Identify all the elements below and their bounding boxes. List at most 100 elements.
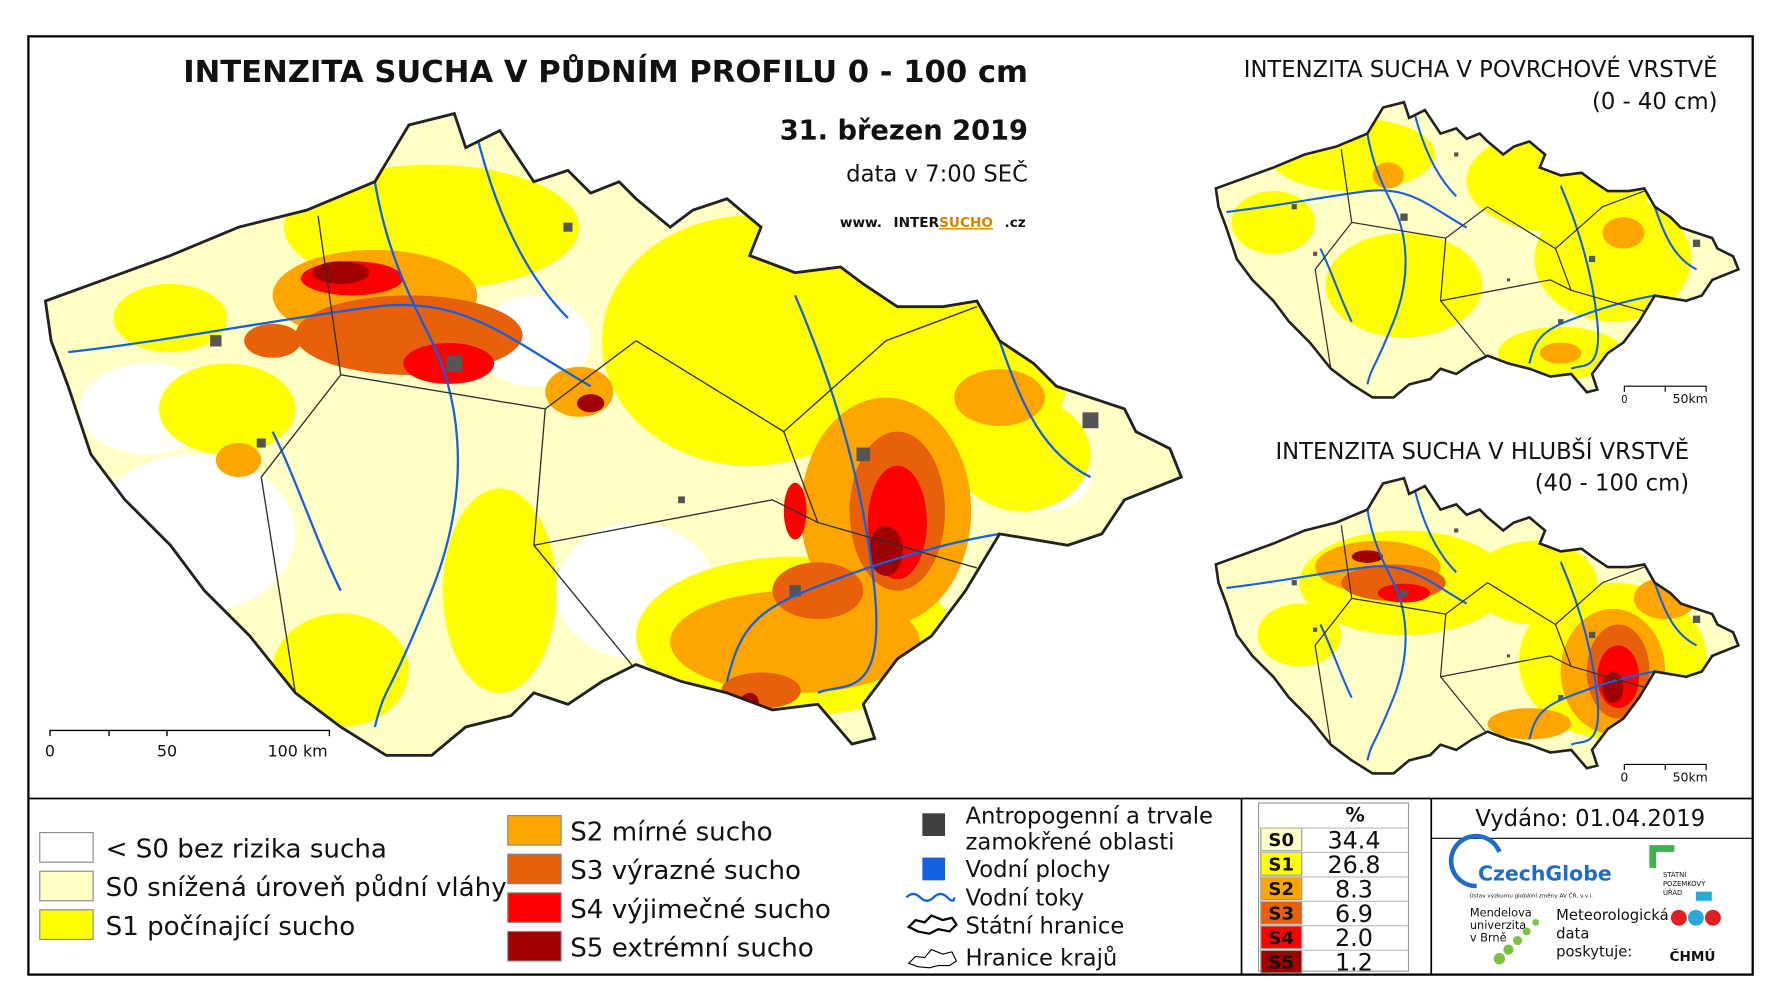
- urban-area: [856, 447, 871, 462]
- drought-area: [312, 261, 370, 284]
- czechglobe-name: CzechGlobe: [1478, 861, 1612, 885]
- urban-area: [1692, 615, 1701, 623]
- feature-label: Antropogenní a trvale: [966, 804, 1214, 830]
- drought-area: [244, 323, 302, 358]
- region-border: [533, 499, 978, 569]
- logo-part: [1695, 891, 1712, 901]
- urban-area: [1313, 251, 1318, 256]
- logo-dot: [1493, 953, 1506, 965]
- mendelu-logo: [1493, 918, 1540, 965]
- class-code: S4: [1268, 928, 1294, 949]
- spu-text: STÁTNÍ: [1663, 870, 1686, 879]
- logo-dot: [1532, 918, 1540, 926]
- river: [1319, 248, 1353, 323]
- mendelu-text: Mendelova: [1470, 906, 1532, 920]
- urban-area: [1692, 239, 1701, 247]
- spu-logo: [1649, 845, 1675, 868]
- urban-area: [1400, 589, 1408, 597]
- website-part: www.: [840, 215, 882, 231]
- website-part: .cz: [1005, 215, 1026, 231]
- drought-area: [868, 525, 904, 576]
- czechglobe-logo: [1448, 833, 1502, 889]
- feature-label: Vodní plochy: [966, 857, 1111, 883]
- chmu-name: ČHMÚ: [1669, 947, 1715, 965]
- legend-swatch: [39, 909, 94, 940]
- river: [373, 181, 459, 728]
- inset-depth: (40 - 100 cm): [1535, 471, 1689, 497]
- czechglobe-subtitle: Ústav výzkumu globální změny AV ČR, v.v.…: [1469, 892, 1593, 899]
- class-percent: 26.8: [1327, 851, 1380, 879]
- scale-label: 50km: [1673, 391, 1708, 406]
- drought-area: [772, 562, 864, 620]
- urban-area: [678, 496, 685, 504]
- state-border-icon: [906, 914, 958, 935]
- scale-bar: [1623, 385, 1707, 392]
- river: [1653, 582, 1698, 647]
- drought-area: [670, 590, 921, 693]
- logo-dot: [1522, 927, 1531, 936]
- scale-label: 0: [45, 742, 55, 761]
- drought-area: [215, 443, 262, 478]
- river: [1559, 561, 1600, 746]
- table-frame: [1258, 802, 1410, 972]
- meteo-text: data: [1556, 925, 1589, 942]
- drought-area: [113, 283, 228, 353]
- feature-label: Hranice krajů: [966, 945, 1118, 972]
- main-title: INTENZITA SUCHA V PŮDNÍM PROFILU 0 - 100…: [183, 53, 1028, 90]
- river: [1413, 488, 1457, 574]
- region-border: [1351, 206, 1488, 239]
- drought-area: [1534, 196, 1692, 322]
- issued-date: Vydáno: 01.04.2019: [1475, 806, 1705, 832]
- drought-area: [1372, 162, 1404, 189]
- urban-area: [256, 438, 266, 448]
- drought-area: [1257, 603, 1342, 667]
- class-code: S1: [1268, 855, 1294, 876]
- urban-area: [1588, 255, 1596, 263]
- legend-swatch: [507, 853, 562, 885]
- legend-label: < S0 bez rizika sucha: [106, 835, 387, 865]
- drought-area: [1471, 540, 1598, 625]
- class-percent: 6.9: [1335, 900, 1373, 928]
- region-border: [533, 408, 637, 671]
- river: [1366, 133, 1407, 385]
- website-part: INTER: [894, 215, 940, 231]
- urban-area: [1506, 278, 1511, 282]
- river: [1226, 189, 1468, 229]
- region-border: [783, 306, 978, 433]
- river: [794, 294, 878, 694]
- urban-area: [789, 584, 801, 597]
- urban-area: [1454, 528, 1459, 533]
- class-percent: 8.3: [1335, 875, 1373, 903]
- river: [68, 303, 592, 388]
- spu-text: POZEMKOVÝ: [1663, 879, 1706, 888]
- drought-area: [954, 397, 1091, 512]
- river: [1226, 565, 1468, 605]
- region-border: [1440, 279, 1645, 312]
- anthropogenic-icon: [922, 813, 946, 837]
- mendelu-text: v Brně: [1470, 931, 1507, 945]
- legend-label: S5 extrémní sucho: [570, 933, 814, 963]
- inset-depth: (0 - 40 cm): [1592, 89, 1718, 115]
- river: [1413, 112, 1457, 198]
- data-time: data v 7:00 SEČ: [846, 160, 1028, 188]
- urban-area: [1558, 319, 1564, 325]
- legend-swatch: [39, 870, 94, 902]
- website: www. INTERSUCHO .cz: [840, 215, 1026, 231]
- river-icon: [905, 892, 956, 902]
- inset-title: INTENZITA SUCHA V POVRCHOVÉ VRSTVĚ: [1244, 55, 1718, 83]
- legend-label: S0 snížená úroveň půdní vláhy: [106, 873, 507, 903]
- drought-area: [545, 366, 614, 417]
- legend-label: S1 počínající sucho: [106, 912, 356, 942]
- urban-area: [1291, 580, 1297, 586]
- urban-area: [1588, 631, 1596, 639]
- main-date: 31. březen 2019: [780, 116, 1028, 147]
- stats-table: % S0 34.4 S1 26.8 S2 8.3 S3 6.9 S4 2.0 S5 1.2: [1258, 802, 1410, 977]
- class-percent: 34.4: [1327, 827, 1380, 855]
- scale-label: 0: [1620, 769, 1628, 784]
- legend-swatch: [507, 815, 562, 846]
- class-code: S0: [1268, 830, 1294, 851]
- legend-label: S4 výjimečné sucho: [570, 895, 831, 925]
- river: [1366, 509, 1407, 761]
- scale-bar: [1623, 763, 1707, 771]
